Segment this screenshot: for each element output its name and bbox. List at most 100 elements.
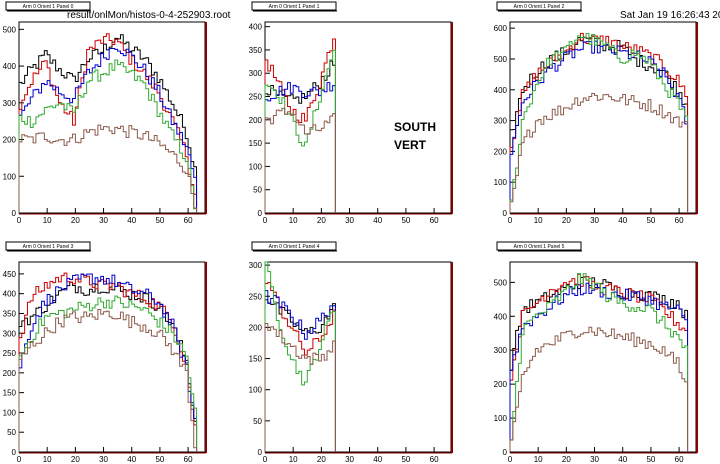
x-tick-label: 60 [675,455,684,464]
panel-title-box [496,241,582,251]
x-tick-label: 0 [508,455,513,464]
x-tick-label: 50 [646,216,655,225]
x-tick-label: 50 [155,216,164,225]
x-tick-label: 20 [317,216,326,225]
panel-title: Arm 0 Orient 1 Panel 1 [269,4,320,10]
y-tick-label: 400 [3,62,17,71]
y-tick-label: 300 [3,329,17,338]
series-brown [264,323,336,452]
x-tick-label: 40 [127,455,136,464]
x-tick-label: 60 [184,216,193,225]
y-tick-label: 200 [3,136,17,145]
y-tick-label: 400 [494,312,508,321]
series-green [264,49,336,213]
y-tick-label: 150 [249,355,263,364]
y-tick-label: 100 [249,162,263,171]
y-tick-label: 300 [3,99,17,108]
x-tick-label: 50 [646,455,655,464]
y-tick-label: 300 [494,117,508,126]
series-black [18,34,198,213]
x-tick-label: 30 [99,455,108,464]
y-tick-label: 50 [253,186,262,195]
y-tick-label: 250 [249,292,263,301]
x-tick-label: 40 [618,216,627,225]
panel-title-box [496,1,582,11]
y-tick-label: 0 [12,209,17,218]
series-black [264,60,336,213]
y-tick-label: 250 [3,349,17,358]
x-tick-label: 60 [430,455,439,464]
panel-title-box [5,1,91,11]
series-blue [509,282,689,452]
series-green [264,261,336,452]
x-tick-label: 20 [317,455,326,464]
x-tick-label: 10 [289,455,298,464]
series-brown [18,124,198,213]
x-tick-label: 60 [184,455,193,464]
y-tick-label: 0 [503,209,508,218]
x-tick-label: 0 [17,216,22,225]
y-tick-label: 0 [503,448,508,457]
x-tick-label: 30 [345,455,354,464]
series-green [18,295,198,452]
x-tick-label: 0 [17,455,22,464]
x-tick-label: 40 [618,455,627,464]
series-brown [509,326,689,452]
series-green [18,59,198,213]
series-brown [509,92,689,213]
series-black [264,299,336,452]
x-tick-label: 20 [71,455,80,464]
y-tick-label: 300 [249,261,263,270]
x-tick-label: 30 [590,455,599,464]
x-tick-label: 40 [127,216,136,225]
y-tick-label: 200 [494,380,508,389]
x-tick-label: 10 [534,216,543,225]
y-tick-label: 200 [3,369,17,378]
y-tick-label: 300 [494,346,508,355]
y-tick-label: 450 [3,270,17,279]
y-tick-label: 500 [3,25,17,34]
panel-title-box [251,1,337,11]
y-tick-label: 200 [249,323,263,332]
y-tick-label: 150 [3,389,17,398]
x-tick-label: 20 [71,216,80,225]
series-black [509,34,689,213]
series-red [18,33,198,213]
panel-title: Arm 0 Orient 1 Panel 5 [514,244,565,250]
series-red [509,32,689,213]
series-blue [264,82,336,213]
y-tick-label: 500 [494,55,508,64]
x-tick-label: 10 [43,455,52,464]
x-tick-label: 10 [289,216,298,225]
y-tick-label: 100 [3,172,17,181]
y-tick-label: 150 [249,139,263,148]
panel-title: Arm 0 Orient 1 Panel 3 [23,244,74,250]
y-tick-label: 100 [3,408,17,417]
y-tick-label: 300 [249,69,263,78]
x-tick-label: 20 [562,216,571,225]
y-tick-label: 50 [7,428,16,437]
series-red [509,273,689,452]
x-tick-label: 40 [373,455,382,464]
series-brown [264,107,336,213]
x-tick-label: 50 [401,455,410,464]
panel-title-box [251,241,337,251]
y-tick-label: 100 [494,178,508,187]
panel-title: Arm 0 Orient 1 Panel 4 [269,244,320,250]
x-tick-label: 10 [43,216,52,225]
y-tick-label: 200 [494,147,508,156]
series-blue [264,290,336,452]
y-tick-label: 50 [253,417,262,426]
date-label: Sat Jan 19 16:26:43 2008 [620,10,720,21]
x-tick-label: 30 [99,216,108,225]
panel-title-box [5,241,91,251]
y-tick-label: 0 [258,209,263,218]
y-tick-label: 200 [249,116,263,125]
x-tick-label: 40 [373,216,382,225]
note-vert: VERT [394,138,427,152]
series-black [18,281,198,452]
panel-frame [18,261,206,453]
x-tick-label: 0 [263,216,268,225]
x-tick-label: 0 [508,216,513,225]
